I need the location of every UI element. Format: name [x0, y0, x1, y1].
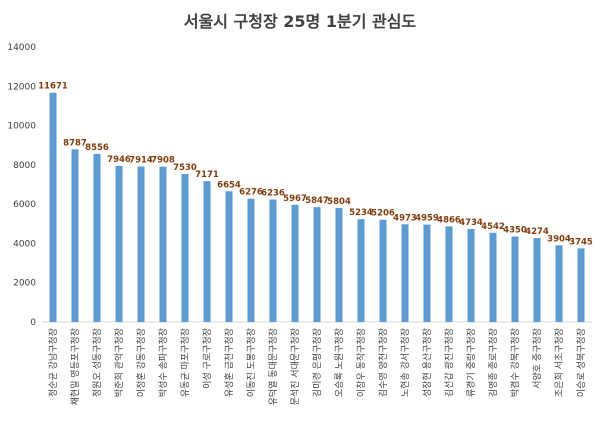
x-tick-label: 조은희 서초구청장 [553, 328, 565, 397]
bar [247, 198, 255, 322]
bar [225, 191, 233, 322]
data-label: 5847 [305, 196, 329, 206]
x-tick-label: 박성수 송파구청장 [158, 328, 169, 397]
bar [115, 165, 123, 322]
x-tick-label: 김수영 양천구청장 [377, 328, 389, 397]
bar [203, 181, 211, 322]
data-label: 5234 [349, 208, 373, 218]
x-tick-label: 오승록 노원구청장 [334, 328, 345, 397]
data-label: 5967 [283, 194, 307, 204]
bar [533, 238, 541, 322]
bar [269, 199, 277, 322]
data-label: 3904 [547, 234, 571, 244]
chart-title: 서울시 구청장 25명 1분기 관심도 [184, 12, 417, 31]
data-label: 6236 [261, 189, 285, 199]
x-tick-label: 노현송 강서구청장 [400, 328, 411, 397]
x-tick-label: 유성훈 금천구청장 [223, 328, 235, 397]
x-tick-label: 성장현 용산구청장 [422, 328, 433, 397]
bar [49, 92, 57, 322]
bar [291, 204, 299, 322]
x-tick-label: 이성 구로구청장 [202, 328, 213, 389]
data-label: 7946 [107, 155, 131, 165]
data-label: 4973 [393, 213, 417, 223]
x-tick-label: 류경기 중랑구청장 [465, 328, 477, 397]
data-label: 11671 [38, 82, 68, 92]
bar [401, 224, 409, 322]
data-label: 4734 [459, 218, 483, 228]
x-tick-label: 이승로 성북구청장 [576, 328, 587, 397]
x-tick-label: 서양호 중구청장 [532, 328, 543, 389]
data-label: 4866 [437, 215, 461, 225]
data-label: 5804 [327, 197, 351, 207]
bar [357, 219, 365, 322]
data-label: 4959 [415, 214, 439, 224]
bar [93, 153, 101, 322]
y-tick-label: 6000 [13, 200, 36, 210]
data-label: 4350 [503, 226, 527, 236]
x-tick-label: 이정훈 강동구청장 [135, 328, 147, 397]
data-label: 4542 [481, 222, 505, 232]
x-tick-label: 이동진 도봉구청장 [246, 328, 257, 397]
x-tick-label: 채현일 영등포구청장 [70, 328, 81, 405]
bar [313, 207, 321, 322]
x-tick-label: 이창우 동작구청장 [356, 328, 367, 397]
y-tick-label: 4000 [13, 239, 36, 249]
bar [555, 245, 563, 322]
data-label: 6276 [239, 188, 263, 198]
data-label: 7908 [151, 156, 175, 166]
bar [335, 207, 343, 322]
bar [467, 229, 475, 322]
bar [445, 226, 453, 322]
bar [137, 166, 145, 322]
bar [379, 219, 387, 322]
x-tick-label: 박준희 관악구청장 [113, 328, 125, 397]
data-label: 7530 [173, 163, 197, 173]
data-label: 4274 [525, 227, 549, 237]
x-tick-label: 유덕열 동대문구청장 [268, 328, 279, 405]
y-tick-label: 2000 [13, 279, 36, 289]
data-label: 5206 [371, 209, 395, 219]
y-tick-label: 10000 [7, 122, 36, 132]
data-label: 8787 [63, 138, 87, 148]
data-label: 3745 [569, 237, 593, 247]
x-tick-label: 정순균 강남구청장 [48, 328, 59, 397]
x-tick-label: 김선갑 광진구청장 [443, 328, 455, 397]
data-label: 7171 [195, 170, 219, 180]
x-tick-label: 김영종 종로구청장 [487, 328, 499, 397]
y-tick-label: 0 [30, 318, 36, 328]
bar [71, 149, 79, 322]
data-label: 6654 [217, 180, 241, 190]
bar [181, 174, 189, 322]
y-tick-label: 14000 [7, 43, 36, 53]
bar [423, 224, 431, 322]
bar [511, 236, 519, 322]
x-tick-label: 김미경 은평구청장 [311, 328, 323, 397]
y-tick-label: 12000 [7, 82, 36, 92]
data-label: 7914 [129, 156, 153, 166]
x-tick-label: 유동균 마포구청장 [180, 328, 191, 397]
bar [489, 232, 497, 322]
bar [159, 166, 167, 322]
x-tick-label: 문석진 서대문구청장 [290, 328, 301, 405]
bar [577, 248, 585, 322]
data-label: 8556 [85, 143, 109, 153]
x-tick-label: 정원오 성동구청장 [92, 328, 103, 397]
y-tick-label: 8000 [13, 161, 36, 171]
x-tick-label: 박겸수 강북구청장 [509, 328, 521, 397]
